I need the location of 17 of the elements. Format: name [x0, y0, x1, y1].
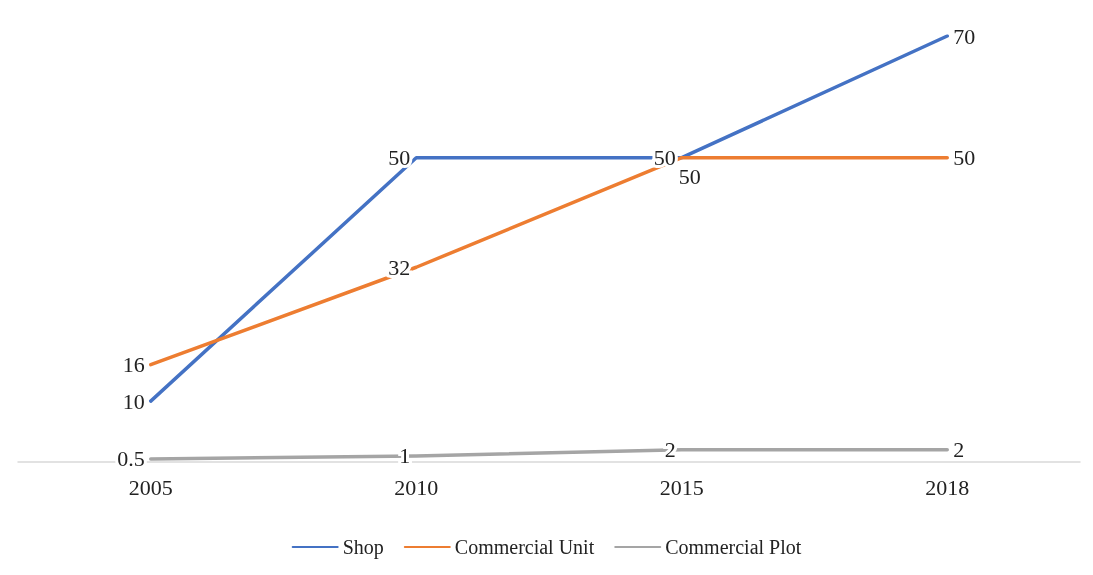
x-tick-label: 2015 [659, 474, 704, 500]
data-label: 50 [388, 145, 411, 171]
data-label: 50 [953, 145, 976, 171]
data-label: 16 [122, 352, 145, 378]
data-label: 70 [953, 23, 976, 49]
x-tick-label: 2018 [925, 474, 970, 500]
data-label: 0.5 [117, 446, 145, 472]
legend-label: Commercial Plot [665, 536, 802, 558]
x-tick-label: 2010 [394, 474, 439, 500]
data-label: 2 [664, 437, 676, 463]
data-label: 2 [953, 437, 965, 463]
data-label: 1 [399, 443, 411, 469]
legend-label: Shop [342, 536, 384, 559]
data-label: 50 [678, 164, 701, 190]
x-tick-label: 2005 [128, 474, 173, 500]
legend-label: Commercial Unit [454, 536, 595, 558]
data-label: 10 [122, 388, 145, 414]
